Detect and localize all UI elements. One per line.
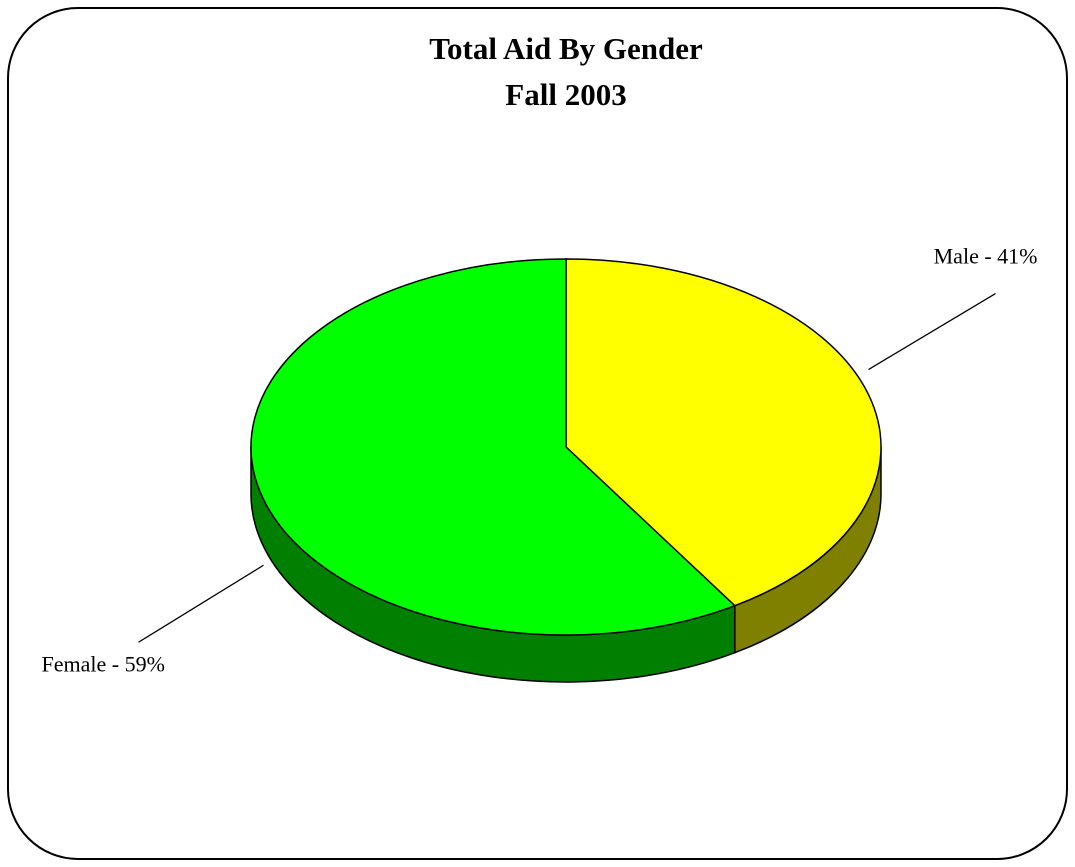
slice [250, 258, 737, 636]
slice [565, 258, 882, 607]
chart-subtitle: Fall 2003 [505, 77, 626, 112]
data-label: Male - 41% [934, 244, 1038, 269]
leader-line [138, 564, 264, 643]
chart-title: Total Aid By Gender [429, 31, 703, 66]
data-label: Female - 59% [42, 651, 165, 676]
leader-line [868, 292, 996, 371]
